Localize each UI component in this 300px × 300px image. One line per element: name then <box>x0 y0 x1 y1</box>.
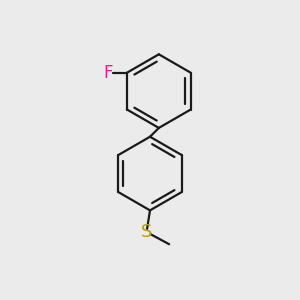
Text: F: F <box>103 64 112 82</box>
Text: S: S <box>141 224 153 242</box>
